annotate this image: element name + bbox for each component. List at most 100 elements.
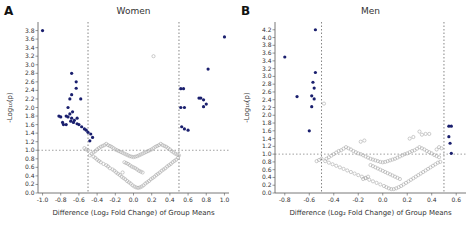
x-axis-line [275,193,466,194]
y-tick [36,175,39,176]
y-tick [36,47,39,48]
y-tick-label: 4.0 [262,34,272,41]
point [206,67,209,70]
point [315,160,318,163]
point [327,161,330,164]
y-tick [36,167,39,168]
y-tick-label: 2.4 [25,86,35,93]
y-tick [273,115,276,116]
y-tick [273,169,276,170]
y-tick-label: 1.8 [25,112,35,119]
x-axis-label: Difference (Log₂ Fold Change) of Group M… [52,209,215,217]
x-tick-label: 0.2 [147,196,157,203]
point [80,125,83,128]
y-tick-label: 2.6 [262,88,272,95]
y-tick-label: 3.8 [262,41,272,48]
x-tick-label: -0.2 [109,196,121,203]
point [283,55,286,58]
x-tick-label: 1.0 [220,196,230,203]
reference-line [321,22,322,193]
point [141,171,144,174]
y-tick-label: 2.6 [25,78,35,85]
y-tick [36,184,39,185]
y-tick-label: 1.2 [262,142,272,149]
panel-label: B [241,4,250,18]
point [66,115,69,118]
x-tick-label: -0.4 [328,196,340,203]
point [368,178,371,181]
y-tick [273,53,276,54]
x-tick-label: 0.4 [427,196,437,203]
y-tick-label: 0.4 [262,173,272,180]
point [223,35,226,38]
point [308,129,311,132]
point [72,121,75,124]
y-tick-label: 1.6 [25,121,35,128]
series [41,29,226,142]
point [375,181,378,184]
point [349,170,352,173]
y-tick-label: 0.2 [25,180,35,187]
point [68,112,71,115]
point [320,157,323,160]
y-tick-label: 1.0 [262,150,272,157]
x-tick-label: 0.8 [201,196,211,203]
point [450,152,453,155]
x-tick-label: 0.0 [378,196,388,203]
point [418,130,421,133]
point [448,142,451,145]
y-tick [36,158,39,159]
point [331,163,334,166]
y-tick-label: 0.8 [25,155,35,162]
reference-line [443,22,444,193]
x-tick-label: 0.0 [129,196,139,203]
y-tick [36,30,39,31]
y-tick [36,81,39,82]
x-tick-label: -0.4 [91,196,103,203]
point [412,135,415,138]
point [353,172,356,175]
point [314,71,317,74]
point [182,87,185,90]
panel: -1.0-0.8-0.6-0.4-0.20.00.20.40.60.81.00.… [4,4,229,217]
panel: -0.8-0.6-0.4-0.20.00.20.40.60.00.20.40.6… [241,4,466,217]
y-tick [36,116,39,117]
point [428,132,431,135]
y-tick-label: 2.4 [262,96,272,103]
point [202,105,205,108]
title: Men [361,6,380,16]
series [315,102,443,191]
point [71,110,74,113]
point [439,160,442,163]
x-tick-label: -0.6 [73,196,85,203]
y-tick [273,146,276,147]
y-tick [273,60,276,61]
y-tick-label: 3.8 [25,27,35,34]
x-tick-label: 0.2 [402,196,412,203]
y-tick-label: 3.2 [262,65,272,72]
point [77,123,80,126]
y-tick [273,138,276,139]
y-tick-label: 4.2 [262,26,272,33]
point [450,125,453,128]
point [183,127,186,130]
y-tick-label: 0.6 [262,166,272,173]
point [322,102,325,105]
y-tick-label: 1.0 [25,146,35,153]
point [179,87,182,90]
x-tick-label: -0.6 [303,196,315,203]
point [69,120,72,123]
point [295,95,298,98]
y-tick [36,150,39,151]
point [79,97,82,100]
figure: -1.0-0.8-0.6-0.4-0.20.00.20.40.60.81.00.… [0,0,474,225]
y-tick [36,98,39,99]
x-tick-label: 0.4 [165,196,175,203]
point [57,114,60,117]
point [313,86,316,89]
y-tick [36,64,39,65]
point [379,183,382,186]
y-tick-label: 3.0 [25,61,35,68]
y-tick [36,73,39,74]
x-axis-label: Difference (Log₂ Fold Change) of Group M… [289,209,452,217]
